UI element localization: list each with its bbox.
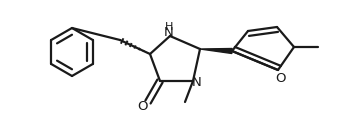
Polygon shape <box>200 48 232 53</box>
Text: O: O <box>275 72 285 84</box>
Text: N: N <box>164 27 174 40</box>
Text: O: O <box>138 99 148 112</box>
Text: H: H <box>165 22 173 32</box>
Text: N: N <box>192 77 202 90</box>
